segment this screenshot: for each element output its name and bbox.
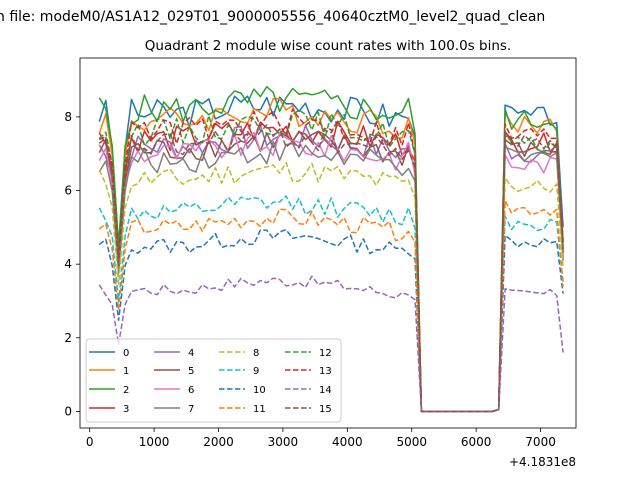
y-tick-label: 2 (64, 331, 72, 345)
legend-label-1: 1 (123, 366, 129, 377)
x-offset-label: +4.1831e8 (509, 455, 576, 469)
legend-label-5: 5 (188, 366, 194, 377)
series-layer (98, 85, 564, 413)
legend-label-4: 4 (188, 348, 194, 359)
axes-layer: 0 1000 2000 3000 4000 5000 6000 7000 0 2 4 6 8 (64, 110, 555, 449)
x-tick-label: 3000 (268, 435, 299, 449)
chart-title: Quadrant 2 module wise count rates with … (145, 38, 511, 54)
series-line-15 (98, 124, 564, 413)
legend-label-3: 3 (123, 404, 129, 415)
x-tick-label: 7000 (525, 435, 556, 449)
y-tick-label: 0 (64, 404, 72, 418)
x-tick-label: 4000 (332, 435, 363, 449)
legend-label-2: 2 (123, 385, 129, 396)
legend-label-9: 9 (253, 366, 259, 377)
series-line-14 (98, 275, 564, 413)
y-tick-label: 4 (64, 257, 72, 271)
y-tick-label: 6 (64, 184, 72, 198)
legend-label-10: 10 (253, 385, 266, 396)
x-tick-label: 0 (86, 435, 94, 449)
legend-label-14: 14 (319, 385, 332, 396)
x-tick-label: 2000 (203, 435, 234, 449)
legend-label-6: 6 (188, 385, 194, 396)
legend-label-11: 11 (253, 404, 266, 415)
plot-frame (79, 57, 577, 429)
legend-label-0: 0 (123, 348, 129, 359)
legend-label-13: 13 (319, 366, 332, 377)
legend-box (85, 338, 342, 423)
legend-label-15: 15 (319, 404, 332, 415)
legend-label-12: 12 (319, 348, 332, 359)
figure-suptitle: n file: modeM0/AS1A12_029T01_9000005556_… (0, 9, 545, 25)
legend-label-7: 7 (188, 404, 194, 415)
x-tick-label: 6000 (461, 435, 492, 449)
x-tick-label: 5000 (396, 435, 427, 449)
legend-label-8: 8 (253, 348, 259, 359)
x-tick-label: 1000 (139, 435, 170, 449)
y-tick-label: 8 (64, 110, 72, 124)
